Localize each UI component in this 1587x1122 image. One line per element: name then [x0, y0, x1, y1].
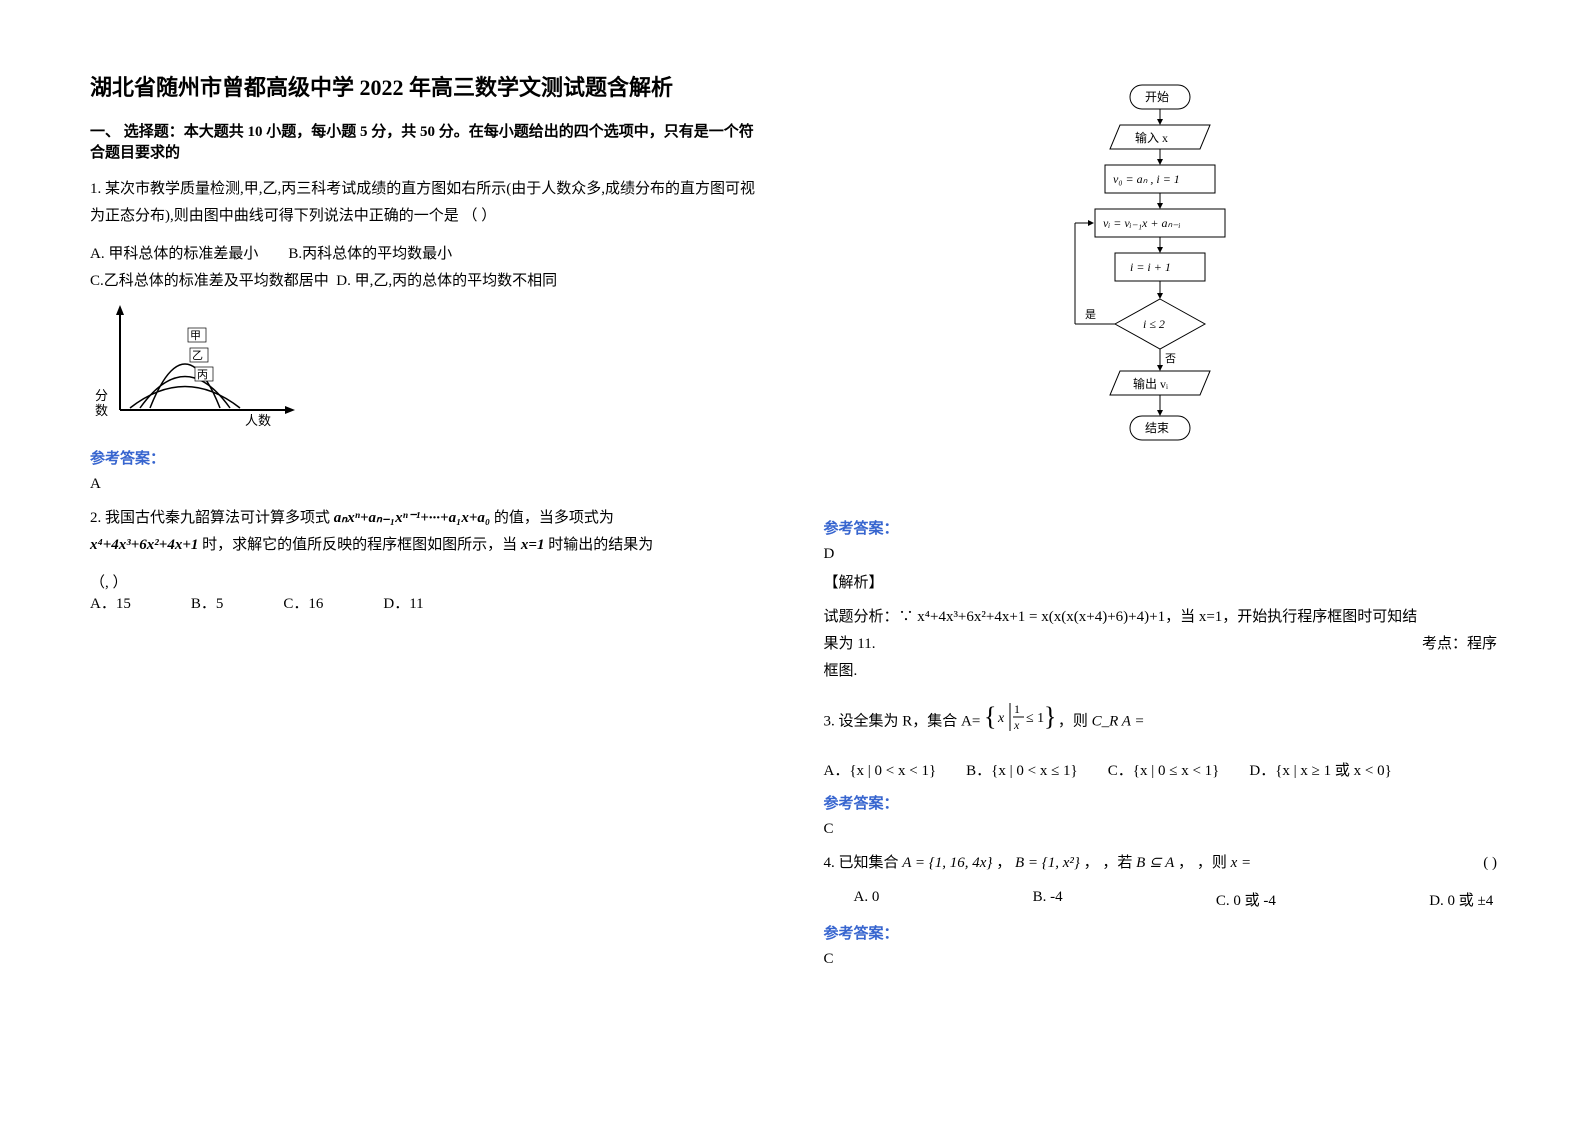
q4-stem-c: ，则	[1197, 855, 1227, 871]
q3-compl: C_R A =	[1092, 713, 1145, 729]
svg-text:≤ 1: ≤ 1	[1026, 711, 1044, 726]
q1-optB: B.丙科总体的平均数最小	[288, 246, 452, 262]
q2-optB: B．5	[191, 592, 224, 613]
svg-text:结束: 结束	[1145, 421, 1169, 435]
svg-text:}: }	[1044, 702, 1054, 731]
left-column: 湖北省随州市曾都高级中学 2022 年高三数学文测试题含解析 一、 选择题：本大…	[90, 70, 764, 976]
svg-text:x: x	[1013, 718, 1020, 732]
page-title: 湖北省随州市曾都高级中学 2022 年高三数学文测试题含解析	[90, 70, 764, 102]
svg-text:1: 1	[1014, 702, 1020, 716]
q4-comma3: ，	[1178, 855, 1193, 871]
q3-optB: B．{x | 0 < x ≤ 1}	[966, 759, 1078, 780]
q2-poly: aₙxⁿ+aₙ₋₁xⁿ⁻¹+···+a₁x+a₀	[334, 510, 490, 526]
q3-stem-b: ，则	[1058, 713, 1088, 729]
svg-text:i = i + 1: i = i + 1	[1130, 260, 1171, 274]
q1-ans: A	[90, 476, 764, 493]
q2-paren: （, ）	[90, 571, 764, 592]
q1-ans-label: 参考答案：	[90, 447, 764, 468]
q3-optA: A．{x | 0 < x < 1}	[824, 759, 937, 780]
q4-optB: B. -4	[1033, 889, 1063, 910]
svg-text:输出 vᵢ: 输出 vᵢ	[1133, 376, 1168, 391]
q4-cond: B ⊆ A	[1136, 855, 1174, 871]
q2-stem-a: 2. 我国古代秦九韶算法可计算多项式	[90, 510, 330, 526]
q2-analysis-b: 果为 11.	[824, 636, 876, 652]
q1-optA: A. 甲科总体的标准差最小	[90, 246, 258, 262]
q2-stem-b: 的值，当多项式为	[494, 510, 614, 526]
q2-analysis: 试题分析：∵ x⁴+4x³+6x²+4x+1 = x(x(x(x+4)+6)+4…	[824, 604, 1498, 685]
svg-text:甲: 甲	[190, 330, 201, 342]
q2-poly2: x⁴+4x³+6x²+4x+1	[90, 537, 198, 553]
q4-ans: C	[824, 951, 1498, 968]
section-1-header: 一、 选择题：本大题共 10 小题，每小题 5 分，共 50 分。在每小题给出的…	[90, 120, 764, 162]
svg-text:分: 分	[95, 388, 108, 403]
q3-optC: C．{x | 0 ≤ x < 1}	[1108, 759, 1220, 780]
q1-diagram: 甲 乙 丙 分 数 人数	[90, 300, 764, 435]
q2-options: A．15 B．5 C．16 D．11	[90, 592, 764, 613]
svg-text:vᵢ = vᵢ₋₁x + aₙ₋ᵢ: vᵢ = vᵢ₋₁x + aₙ₋ᵢ	[1103, 216, 1181, 230]
q2-ans: D	[824, 546, 1498, 563]
q1-options: A. 甲科总体的标准差最小 B.丙科总体的平均数最小 C.乙科总体的标准差及平均…	[90, 242, 764, 290]
svg-text:丙: 丙	[197, 369, 208, 381]
q4-comma1: ，	[996, 855, 1011, 871]
q2-xeq: x=1	[521, 537, 545, 553]
q3-optD: D．{x | x ≥ 1 或 x < 0}	[1249, 759, 1391, 780]
q3-ans-label: 参考答案：	[824, 792, 1498, 813]
q2-flowchart: 开始 输入 x v₀ = aₙ , i = 1 vᵢ = vᵢ₋₁x + aₙ₋…	[824, 80, 1498, 505]
q1-stem: 1. 某次市教学质量检测,甲,乙,丙三科考试成绩的直方图如右所示(由于人数众多,…	[90, 176, 764, 230]
q4-comma2: ，	[1084, 855, 1099, 871]
q4-optA: A. 0	[854, 889, 880, 910]
q3: 3. 设全集为 R，集合 A= { x 1 x ≤ 1 } ，则 C_R A =	[824, 697, 1498, 747]
q2-optA: A．15	[90, 592, 131, 613]
q2-stem-d: 时输出的结果为	[548, 537, 653, 553]
q4-ans-label: 参考答案：	[824, 922, 1498, 943]
q2-ans-label: 参考答案：	[824, 517, 1498, 538]
svg-text:否: 否	[1165, 353, 1176, 365]
q4-A: A = {1, 16, 4x}	[902, 855, 992, 871]
q2-analysis-a: 试题分析：∵ x⁴+4x³+6x²+4x+1 = x(x(x(x+4)+6)+4…	[824, 609, 1418, 625]
svg-text:{: {	[984, 702, 996, 731]
q3-ans: C	[824, 821, 1498, 838]
q2-optC: C．16	[283, 592, 323, 613]
page: 湖北省随州市曾都高级中学 2022 年高三数学文测试题含解析 一、 选择题：本大…	[0, 0, 1587, 1016]
q2-analysis-label: 【解析】	[824, 571, 1498, 592]
q4-B: B = {1, x²}	[1015, 855, 1080, 871]
svg-text:乙: 乙	[192, 349, 203, 362]
svg-text:人数: 人数	[245, 413, 271, 428]
q3-options: A．{x | 0 < x < 1} B．{x | 0 < x ≤ 1} C．{x…	[824, 759, 1498, 780]
q1-optC: C.乙科总体的标准差及平均数都居中	[90, 273, 329, 289]
q2-analysis-c: 考点：程序	[1422, 631, 1497, 658]
q3-set-def: { x 1 x ≤ 1 }	[984, 697, 1054, 747]
q3-stem-a: 3. 设全集为 R，集合 A=	[824, 713, 981, 729]
q4: 4. 已知集合 A = {1, 16, 4x} ， B = {1, x²} ， …	[824, 850, 1498, 877]
q4-paren: ( )	[1483, 850, 1497, 877]
q2-stem-c: 时，求解它的值所反映的程序框图如图所示，当	[202, 537, 517, 553]
svg-text:i ≤ 2: i ≤ 2	[1143, 317, 1165, 331]
svg-text:输入 x: 输入 x	[1135, 130, 1168, 145]
q2-optD: D．11	[383, 592, 423, 613]
q4-optD: D. 0 或 ±4	[1429, 889, 1493, 910]
right-column: 开始 输入 x v₀ = aₙ , i = 1 vᵢ = vᵢ₋₁x + aₙ₋…	[824, 70, 1498, 976]
q1-optD: D. 甲,乙,丙的总体的平均数不相同	[336, 273, 557, 289]
q2-analysis-d: 框图.	[824, 658, 1498, 685]
q4-xeq: x =	[1231, 855, 1252, 871]
q2-stem: 2. 我国古代秦九韶算法可计算多项式 aₙxⁿ+aₙ₋₁xⁿ⁻¹+···+a₁x…	[90, 505, 764, 559]
svg-text:v₀ = aₙ , i = 1: v₀ = aₙ , i = 1	[1113, 172, 1180, 186]
q4-options: A. 0 B. -4 C. 0 或 -4 D. 0 或 ±4	[824, 889, 1494, 910]
svg-text:开始: 开始	[1145, 90, 1169, 104]
q4-stem-a: 4. 已知集合	[824, 855, 899, 871]
svg-text:是: 是	[1085, 308, 1096, 321]
svg-text:x: x	[997, 711, 1005, 726]
svg-text:数: 数	[95, 403, 108, 418]
q4-optC: C. 0 或 -4	[1216, 889, 1276, 910]
q4-stem-b: ，若	[1102, 855, 1132, 871]
